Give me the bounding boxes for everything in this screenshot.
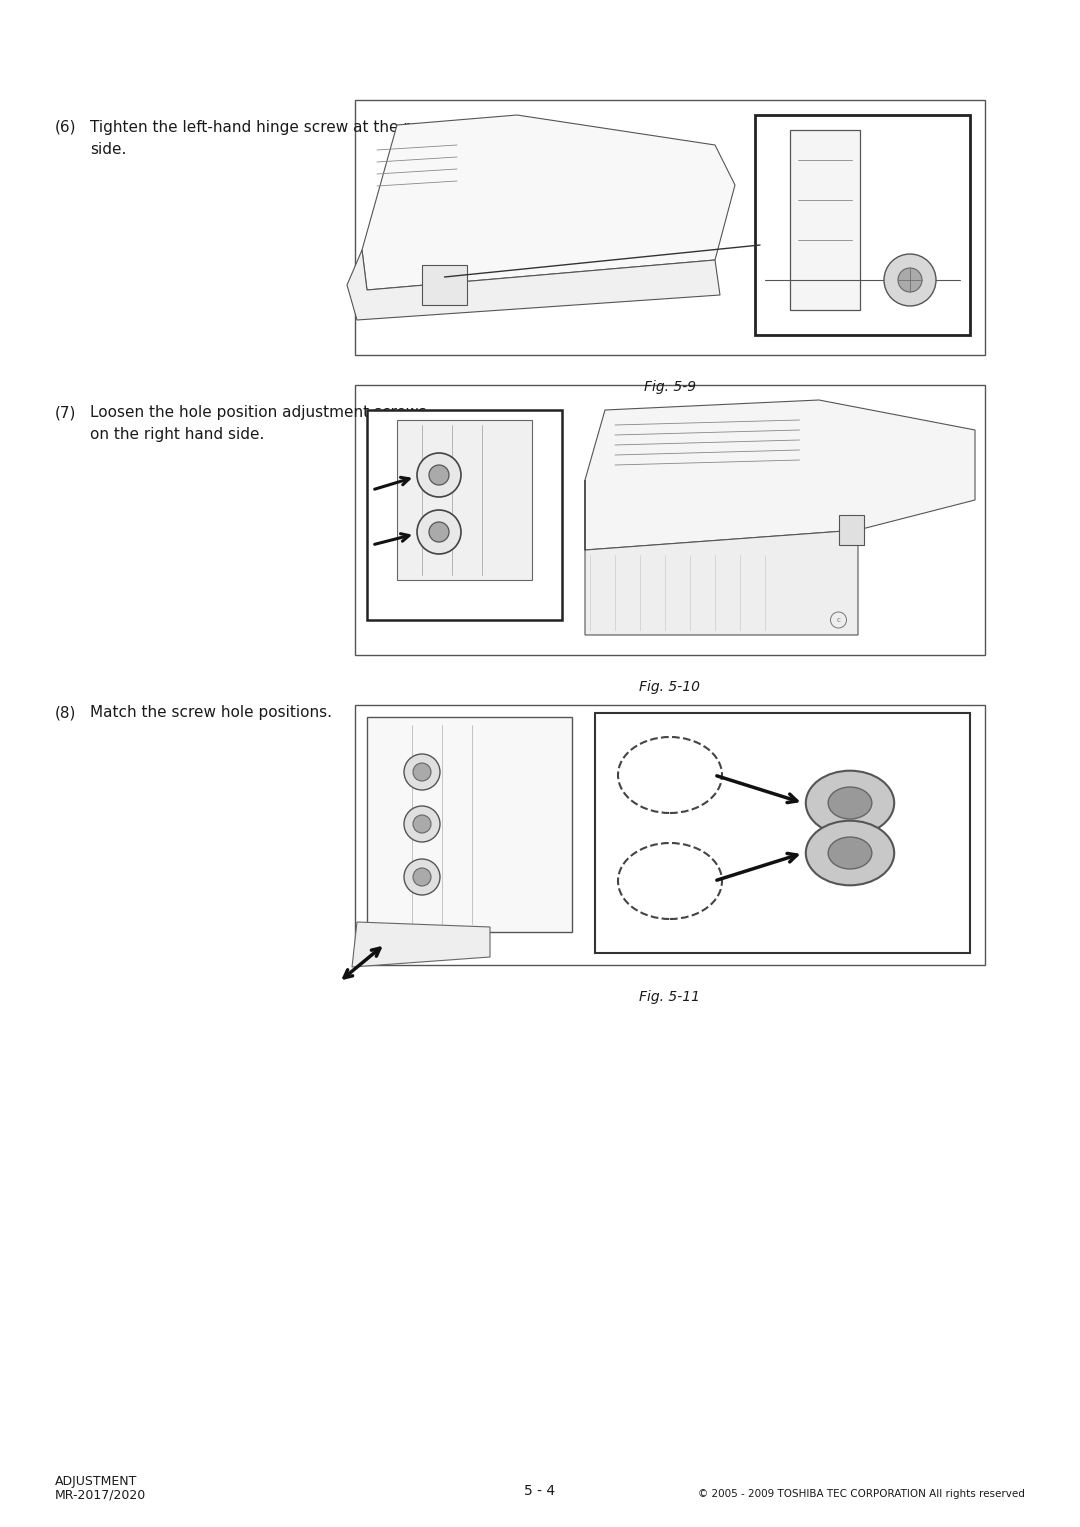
Text: © 2005 - 2009 TOSHIBA TEC CORPORATION All rights reserved: © 2005 - 2009 TOSHIBA TEC CORPORATION Al… — [698, 1489, 1025, 1500]
Polygon shape — [362, 115, 735, 290]
Bar — [367, 718, 572, 931]
Text: Tighten the left-hand hinge screw at the rear
side.: Tighten the left-hand hinge screw at the… — [90, 121, 434, 157]
Text: Fig. 5-11: Fig. 5-11 — [639, 989, 701, 1003]
Circle shape — [897, 269, 922, 292]
Ellipse shape — [828, 837, 872, 869]
Circle shape — [404, 754, 440, 789]
Bar — [355, 385, 985, 655]
Circle shape — [413, 815, 431, 834]
Text: c: c — [837, 617, 840, 623]
Bar — [595, 713, 970, 953]
Ellipse shape — [806, 820, 894, 886]
Bar — [755, 115, 970, 334]
Bar — [355, 99, 985, 354]
Bar — [397, 420, 532, 580]
Circle shape — [404, 860, 440, 895]
Bar — [355, 705, 985, 965]
Text: Fig. 5-9: Fig. 5-9 — [644, 380, 697, 394]
Circle shape — [413, 867, 431, 886]
Polygon shape — [352, 922, 490, 967]
Ellipse shape — [618, 843, 723, 919]
Text: Match the screw hole positions.: Match the screw hole positions. — [90, 705, 332, 721]
Ellipse shape — [806, 771, 894, 835]
Circle shape — [429, 522, 449, 542]
Circle shape — [417, 454, 461, 496]
Text: MR-2017/2020: MR-2017/2020 — [55, 1489, 146, 1503]
Bar — [838, 515, 864, 545]
Polygon shape — [347, 250, 720, 321]
Bar — [367, 411, 562, 620]
Bar — [789, 130, 860, 310]
Circle shape — [413, 764, 431, 780]
Ellipse shape — [828, 786, 872, 818]
Text: (8): (8) — [55, 705, 77, 721]
Text: (6): (6) — [55, 121, 77, 134]
Circle shape — [417, 510, 461, 554]
Polygon shape — [585, 479, 858, 635]
Polygon shape — [585, 400, 975, 550]
Ellipse shape — [618, 738, 723, 812]
Bar — [422, 266, 467, 305]
Circle shape — [404, 806, 440, 841]
Circle shape — [885, 253, 936, 305]
Text: Fig. 5-10: Fig. 5-10 — [639, 680, 701, 693]
Text: 5 - 4: 5 - 4 — [525, 1484, 555, 1498]
Circle shape — [429, 466, 449, 486]
Text: Loosen the hole position adjustment screws
on the right hand side.: Loosen the hole position adjustment scre… — [90, 405, 427, 443]
Text: ADJUSTMENT: ADJUSTMENT — [55, 1475, 137, 1487]
Text: (7): (7) — [55, 405, 77, 420]
